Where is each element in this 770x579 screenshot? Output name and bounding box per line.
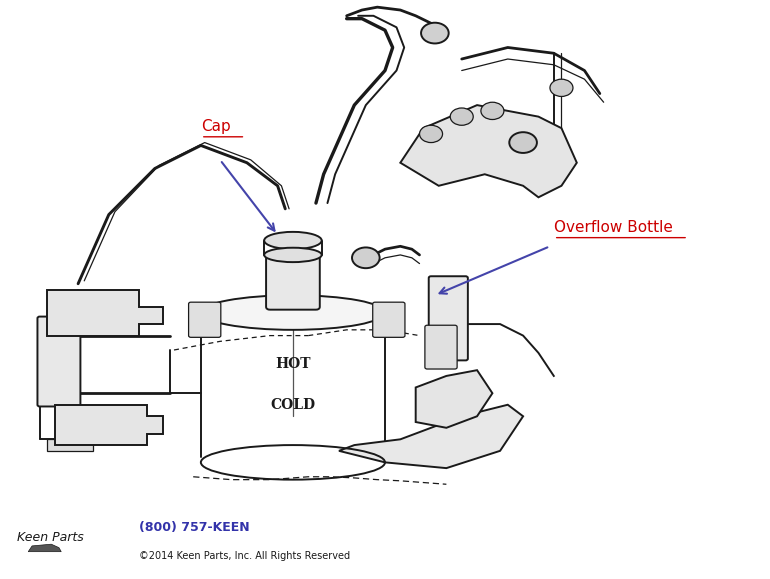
FancyBboxPatch shape <box>425 325 457 369</box>
Circle shape <box>352 247 380 268</box>
Polygon shape <box>416 370 492 428</box>
Polygon shape <box>400 105 577 197</box>
Polygon shape <box>28 544 62 552</box>
Text: COLD: COLD <box>270 398 316 412</box>
Circle shape <box>550 79 573 97</box>
FancyBboxPatch shape <box>189 302 221 338</box>
Text: Cap: Cap <box>201 119 231 134</box>
Ellipse shape <box>201 295 385 330</box>
FancyBboxPatch shape <box>373 302 405 338</box>
Circle shape <box>420 125 443 142</box>
Ellipse shape <box>264 232 322 249</box>
FancyBboxPatch shape <box>266 252 320 310</box>
Circle shape <box>450 108 474 125</box>
Text: (800) 757-KEEN: (800) 757-KEEN <box>139 522 250 534</box>
Polygon shape <box>48 439 93 451</box>
Polygon shape <box>339 405 523 468</box>
Ellipse shape <box>264 248 322 262</box>
Text: Keen Parts: Keen Parts <box>17 531 83 544</box>
FancyBboxPatch shape <box>38 317 80 406</box>
Circle shape <box>509 132 537 153</box>
Text: HOT: HOT <box>275 357 310 371</box>
Circle shape <box>481 102 504 119</box>
Circle shape <box>421 23 449 43</box>
Polygon shape <box>55 405 162 445</box>
FancyBboxPatch shape <box>429 276 468 360</box>
Text: ©2014 Keen Parts, Inc. All Rights Reserved: ©2014 Keen Parts, Inc. All Rights Reserv… <box>139 551 350 562</box>
Text: Overflow Bottle: Overflow Bottle <box>554 220 673 234</box>
Polygon shape <box>48 290 162 336</box>
